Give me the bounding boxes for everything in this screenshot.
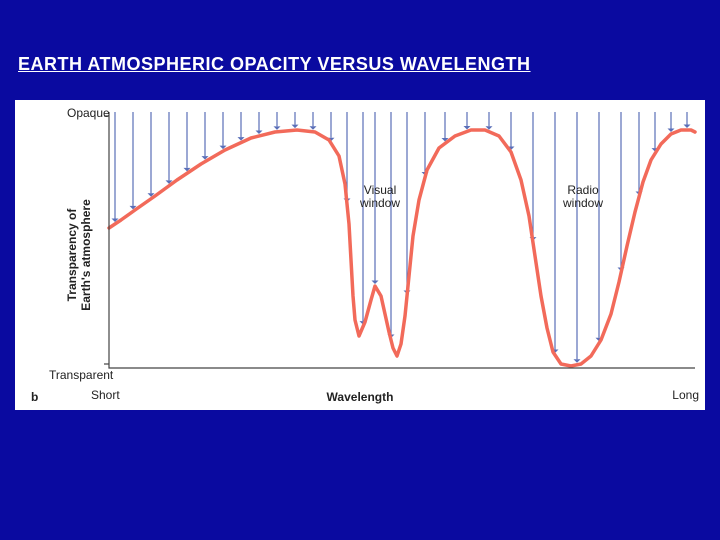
y-tick-opaque: Opaque [67,106,110,120]
x-tick-short: Short [91,388,120,402]
callout-visual-line1: Visual [364,183,396,197]
x-tick-long: Long [672,388,699,402]
callout-visual-line2: window [360,196,400,210]
y-tick-transparent: Transparent [49,368,113,382]
figure-panel: Transparency of Earth's atmosphere Opaqu… [15,100,705,410]
opacity-chart [15,100,705,410]
callout-radio-line2: window [563,196,603,210]
callout-visual-window: Visual window [360,184,400,210]
y-axis-label-line1: Transparency of [65,209,79,302]
y-axis-label-line2: Earth's atmosphere [79,199,93,311]
panel-letter: b [31,390,38,404]
x-axis-label: Wavelength [327,390,394,404]
callout-radio-line1: Radio [567,183,598,197]
callout-radio-window: Radio window [563,184,603,210]
y-axis-label: Transparency of Earth's atmosphere [65,199,93,311]
slide-title: EARTH ATMOSPHERIC OPACITY VERSUS WAVELEN… [18,54,531,75]
